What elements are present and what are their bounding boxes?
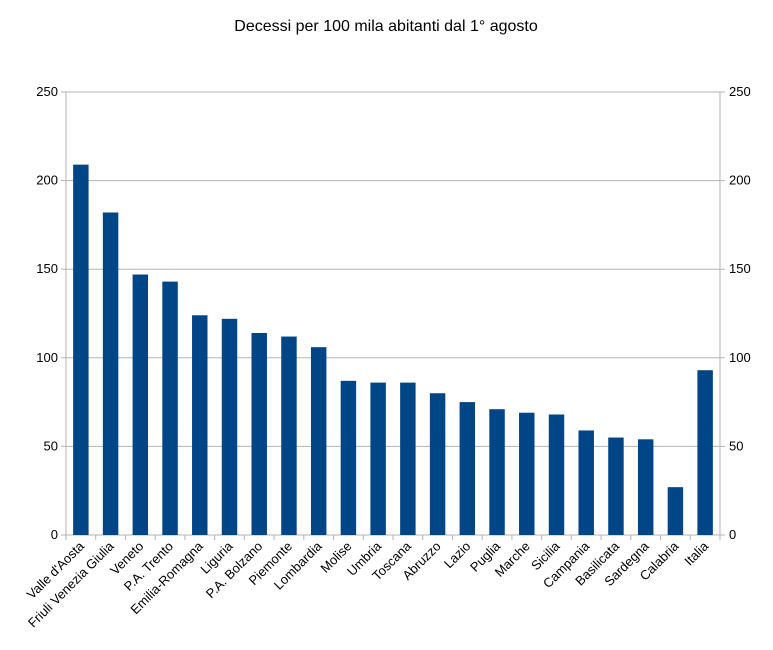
bar	[281, 336, 297, 535]
axes	[61, 92, 725, 540]
y-tick-label-right: 0	[729, 527, 736, 542]
y-tick-label-right: 50	[729, 438, 743, 453]
chart-title: Decessi per 100 mila abitanti dal 1° ago…	[234, 18, 538, 35]
bar	[73, 164, 89, 536]
bar	[162, 281, 178, 535]
y-tick-label-right: 100	[729, 350, 751, 365]
gridlines	[61, 91, 725, 536]
bar	[340, 380, 357, 535]
bar	[192, 315, 208, 535]
bar	[519, 412, 535, 535]
bars	[73, 164, 713, 536]
y-tick-label-left: 150	[36, 261, 58, 276]
bar	[637, 439, 654, 535]
y-tick-label-right: 150	[729, 261, 751, 276]
bar	[400, 382, 416, 535]
bar	[578, 430, 594, 535]
bar	[459, 402, 476, 535]
y-tick-label-left: 200	[36, 173, 58, 188]
x-tick-label: Italia	[681, 538, 712, 569]
bar	[429, 393, 446, 535]
bar	[608, 437, 624, 535]
bar	[102, 212, 119, 535]
bar	[221, 318, 238, 535]
bar	[697, 370, 713, 535]
y-tick-label-left: 0	[51, 527, 58, 542]
y-tick-label-left: 100	[36, 350, 58, 365]
y-tick-label-right: 200	[729, 173, 751, 188]
bar	[310, 347, 327, 535]
y-tick-label-left: 250	[36, 84, 58, 99]
bar	[667, 487, 684, 535]
bar	[132, 274, 149, 535]
bar	[370, 382, 386, 535]
bar	[489, 409, 505, 535]
y-tick-label-left: 50	[44, 438, 58, 453]
y-tick-label-right: 250	[729, 84, 751, 99]
bar	[251, 332, 267, 535]
bar	[548, 414, 565, 535]
